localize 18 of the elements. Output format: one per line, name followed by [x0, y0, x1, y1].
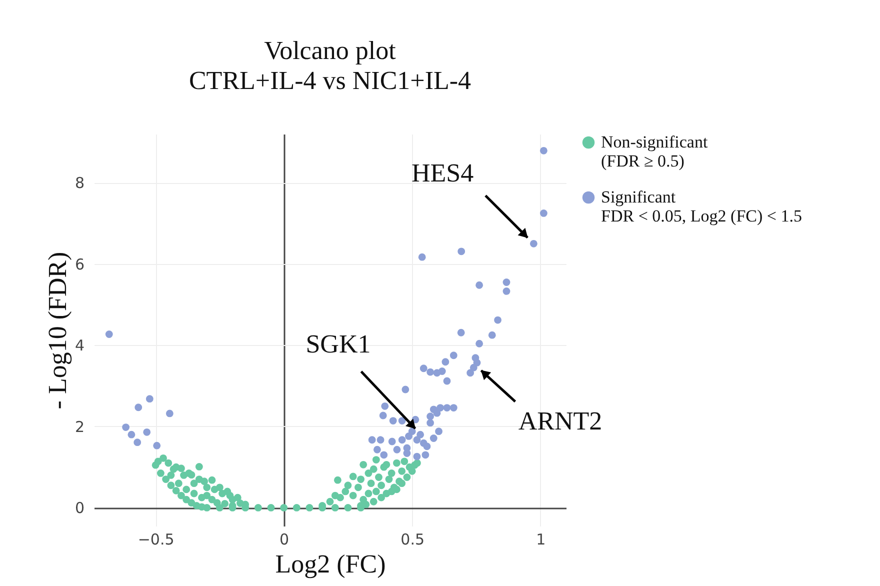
x-tick-label: 0.5 — [400, 530, 425, 548]
y-tick-label: 8 — [74, 174, 84, 192]
y-tick-label: 6 — [74, 255, 84, 274]
y-axis-title: - Log10 (FDR) — [42, 252, 72, 410]
x-tick-label: 1 — [536, 530, 546, 548]
annotation: ARNT2 — [518, 406, 602, 436]
x-axis-title: Log2 (FC) — [275, 550, 386, 578]
legend-label: Non-significant (FDR ≥ 0.5) — [601, 132, 708, 170]
y-tick-label: 2 — [74, 418, 84, 436]
legend-label: Significant FDR < 0.05, Log2 (FC) < 1.5 — [601, 188, 802, 226]
y-tick-label: 4 — [74, 336, 84, 355]
y-tick-label: 0 — [74, 499, 84, 518]
annotation: SGK1 — [306, 330, 371, 359]
chart-title: Volcano plot — [264, 36, 397, 65]
x-tick-label: −0.5 — [138, 530, 174, 548]
annotation: HES4 — [411, 158, 474, 188]
x-tick-label: 0 — [280, 530, 290, 548]
chart-subtitle: CTRL+IL-4 vs NIC1+IL-4 — [188, 66, 472, 95]
